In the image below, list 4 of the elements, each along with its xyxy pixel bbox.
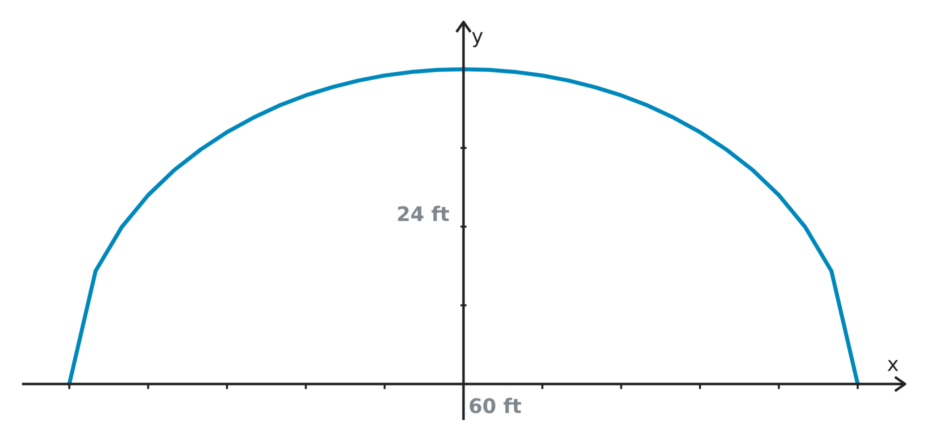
y-axis-title: y <box>472 24 484 48</box>
text: 60 ft <box>466 394 524 418</box>
annotation: 24 ft <box>396 202 450 226</box>
x-axis-title: x <box>887 352 899 376</box>
